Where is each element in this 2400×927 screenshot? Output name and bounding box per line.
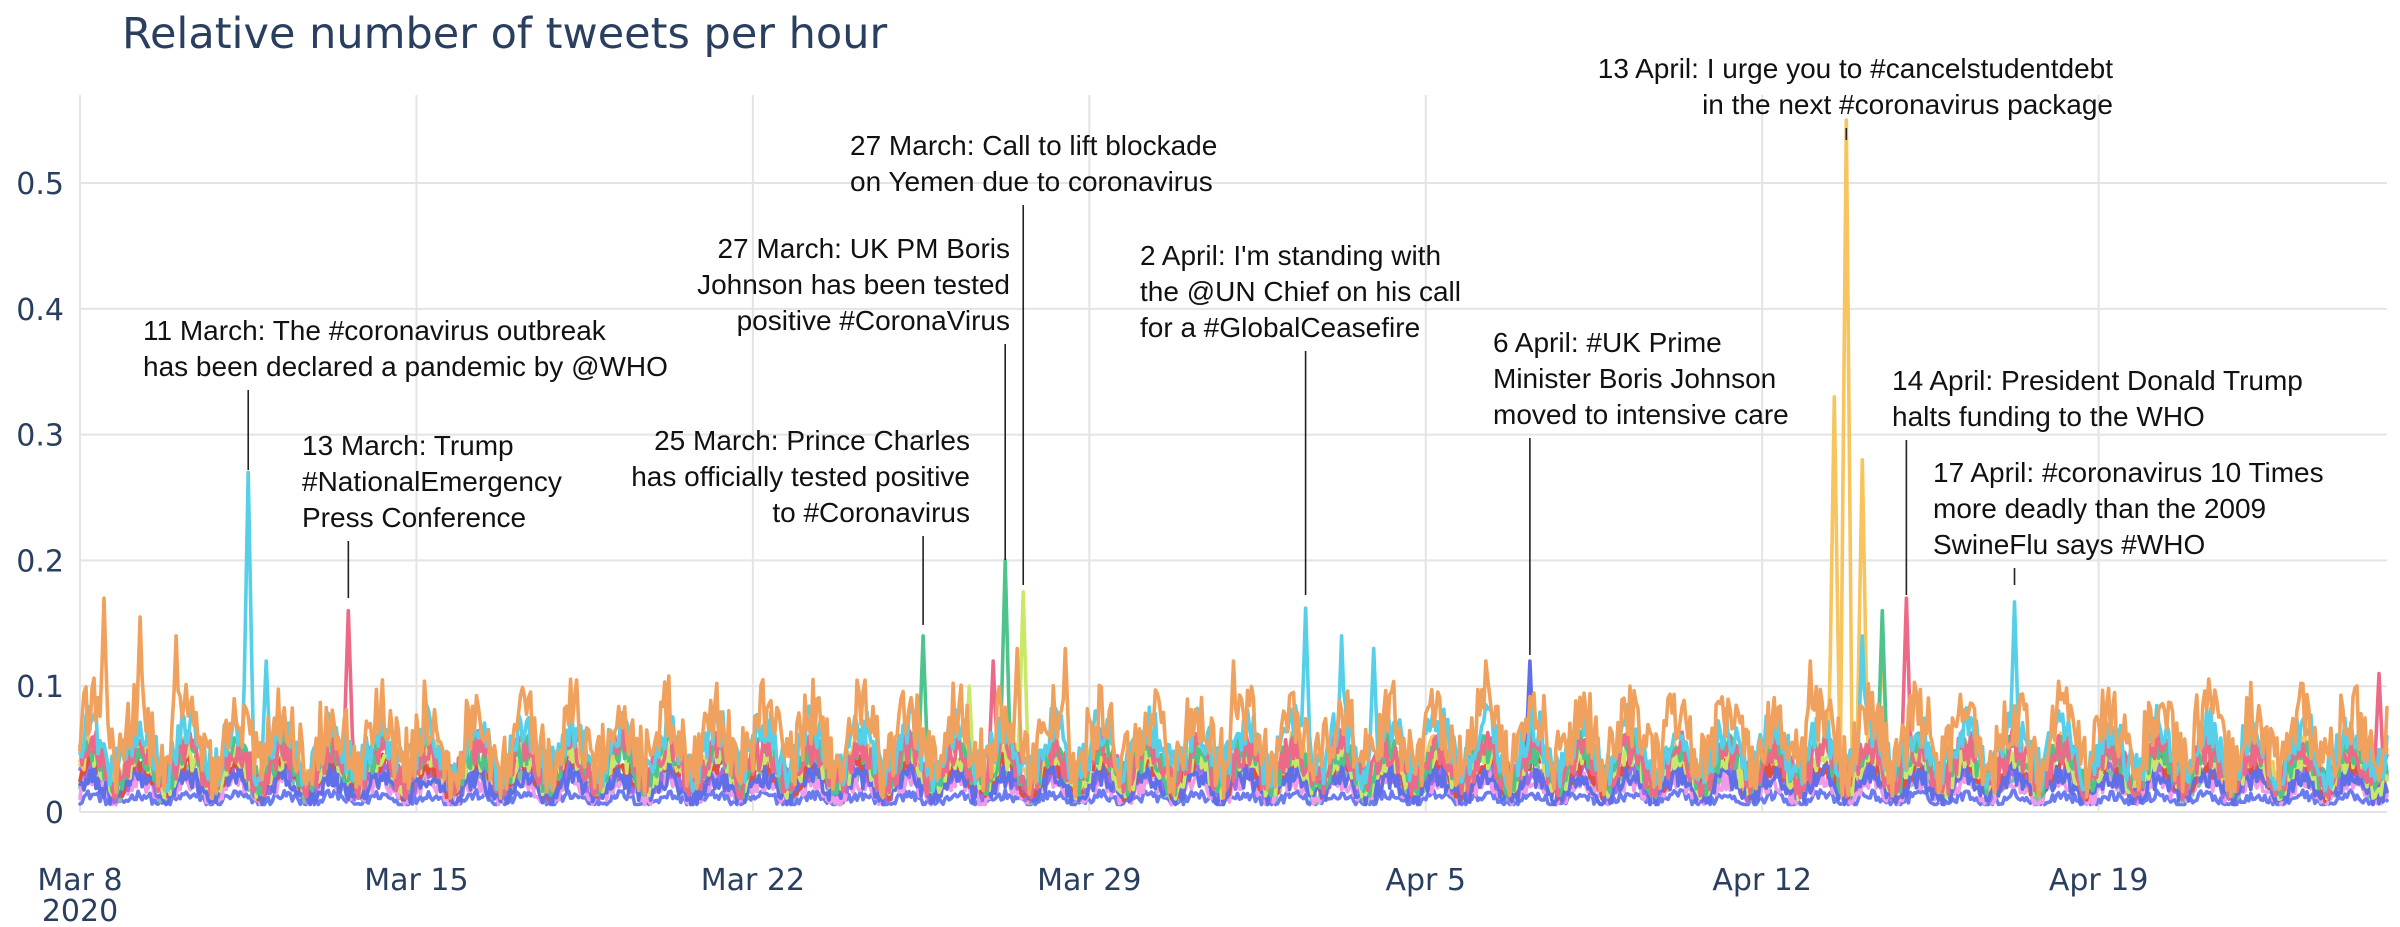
- annotation-line: on Yemen due to coronavirus: [850, 166, 1213, 197]
- y-tick-label: 0: [45, 796, 64, 831]
- chart-title: Relative number of tweets per hour: [122, 9, 887, 59]
- x-tick-label: Mar 22: [701, 863, 805, 898]
- annotation-line: 2 April: I'm standing with: [1140, 240, 1441, 271]
- annotation-line: 27 March: UK PM Boris: [717, 233, 1010, 264]
- y-tick-label: 0.3: [16, 419, 64, 454]
- annotation: 11 March: The #coronavirus outbreak has b…: [143, 315, 668, 382]
- annotation: 25 March: Prince Charles has officially t…: [631, 425, 970, 528]
- annotation: 13 April: I urge you to #cancelstudentde…: [1598, 53, 2113, 120]
- annotation-line: Press Conference: [302, 502, 526, 533]
- annotation: 27 March: Call to lift blockade on Yemen …: [850, 130, 1217, 197]
- annotation: 13 March: Trump #NationalEmergency Press C…: [302, 430, 562, 533]
- series-lines: [78, 118, 2389, 807]
- annotation-line: 25 March: Prince Charles: [654, 425, 970, 456]
- annotation: 6 April: #UK Prime Minister Boris Johnson…: [1493, 327, 1789, 430]
- annotation-line: for a #GlobalCeasefire: [1140, 312, 1420, 343]
- annotation: 2 April: I'm standing with the @UN Chief …: [1140, 240, 1461, 343]
- x-tick-sublabel: 2020: [42, 894, 118, 927]
- annotation-line: SwineFlu says #WHO: [1933, 529, 2205, 560]
- annotation-line: Minister Boris Johnson: [1493, 363, 1776, 394]
- annotation-line: has officially tested positive: [631, 461, 970, 492]
- annotation-line: in the next #coronavirus package: [1702, 89, 2113, 120]
- annotation-line: 17 April: #coronavirus 10 Times: [1933, 457, 2324, 488]
- annotation-line: 14 April: President Donald Trump: [1892, 365, 2303, 396]
- x-tick-label: Mar 8: [37, 863, 122, 898]
- annotation-line: the @UN Chief on his call: [1140, 276, 1461, 307]
- annotation-line: positive #CoronaVirus: [737, 305, 1010, 336]
- annotation: 17 April: #coronavirus 10 Times more dead…: [1933, 457, 2324, 560]
- gridlines: [79, 95, 2387, 813]
- y-axis: 0 0.1 0.2 0.3 0.4 0.5: [16, 167, 64, 831]
- x-tick-label: Apr 12: [1712, 863, 1812, 898]
- x-tick-label: Apr 5: [1385, 863, 1466, 898]
- annotations: 11 March: The #coronavirus outbreak has b…: [143, 53, 2324, 560]
- annotation-line: halts funding to the WHO: [1892, 401, 2205, 432]
- annotation-line: has been declared a pandemic by @WHO: [143, 351, 668, 382]
- annotation-line: Johnson has been tested: [697, 269, 1010, 300]
- annotation-line: 27 March: Call to lift blockade: [850, 130, 1217, 161]
- annotation-line: moved to intensive care: [1493, 399, 1789, 430]
- annotation-line: 6 April: #UK Prime: [1493, 327, 1722, 358]
- y-tick-label: 0.5: [16, 167, 64, 202]
- annotation: 14 April: President Donald Trump halts fu…: [1892, 365, 2303, 432]
- annotation-line: more deadly than the 2009: [1933, 493, 2266, 524]
- x-tick-label: Apr 19: [2049, 863, 2149, 898]
- annotation-line: 11 March: The #coronavirus outbreak: [143, 315, 607, 346]
- x-tick-label: Mar 29: [1037, 863, 1141, 898]
- annotation-line: 13 March: Trump: [302, 430, 514, 461]
- annotation-line: to #Coronavirus: [772, 497, 970, 528]
- annotation-line: #NationalEmergency: [302, 466, 562, 497]
- annotation-line: 13 April: I urge you to #cancelstudentde…: [1598, 53, 2113, 84]
- annotation: 27 March: UK PM Boris Johnson has been te…: [697, 233, 1010, 336]
- y-tick-label: 0.1: [16, 670, 64, 705]
- series-line: [78, 596, 2389, 801]
- y-tick-label: 0.4: [16, 293, 64, 328]
- annotation-leaders: [247, 128, 2016, 655]
- x-tick-label: Mar 15: [364, 863, 468, 898]
- y-tick-label: 0.2: [16, 544, 64, 579]
- series-line: [78, 787, 2389, 807]
